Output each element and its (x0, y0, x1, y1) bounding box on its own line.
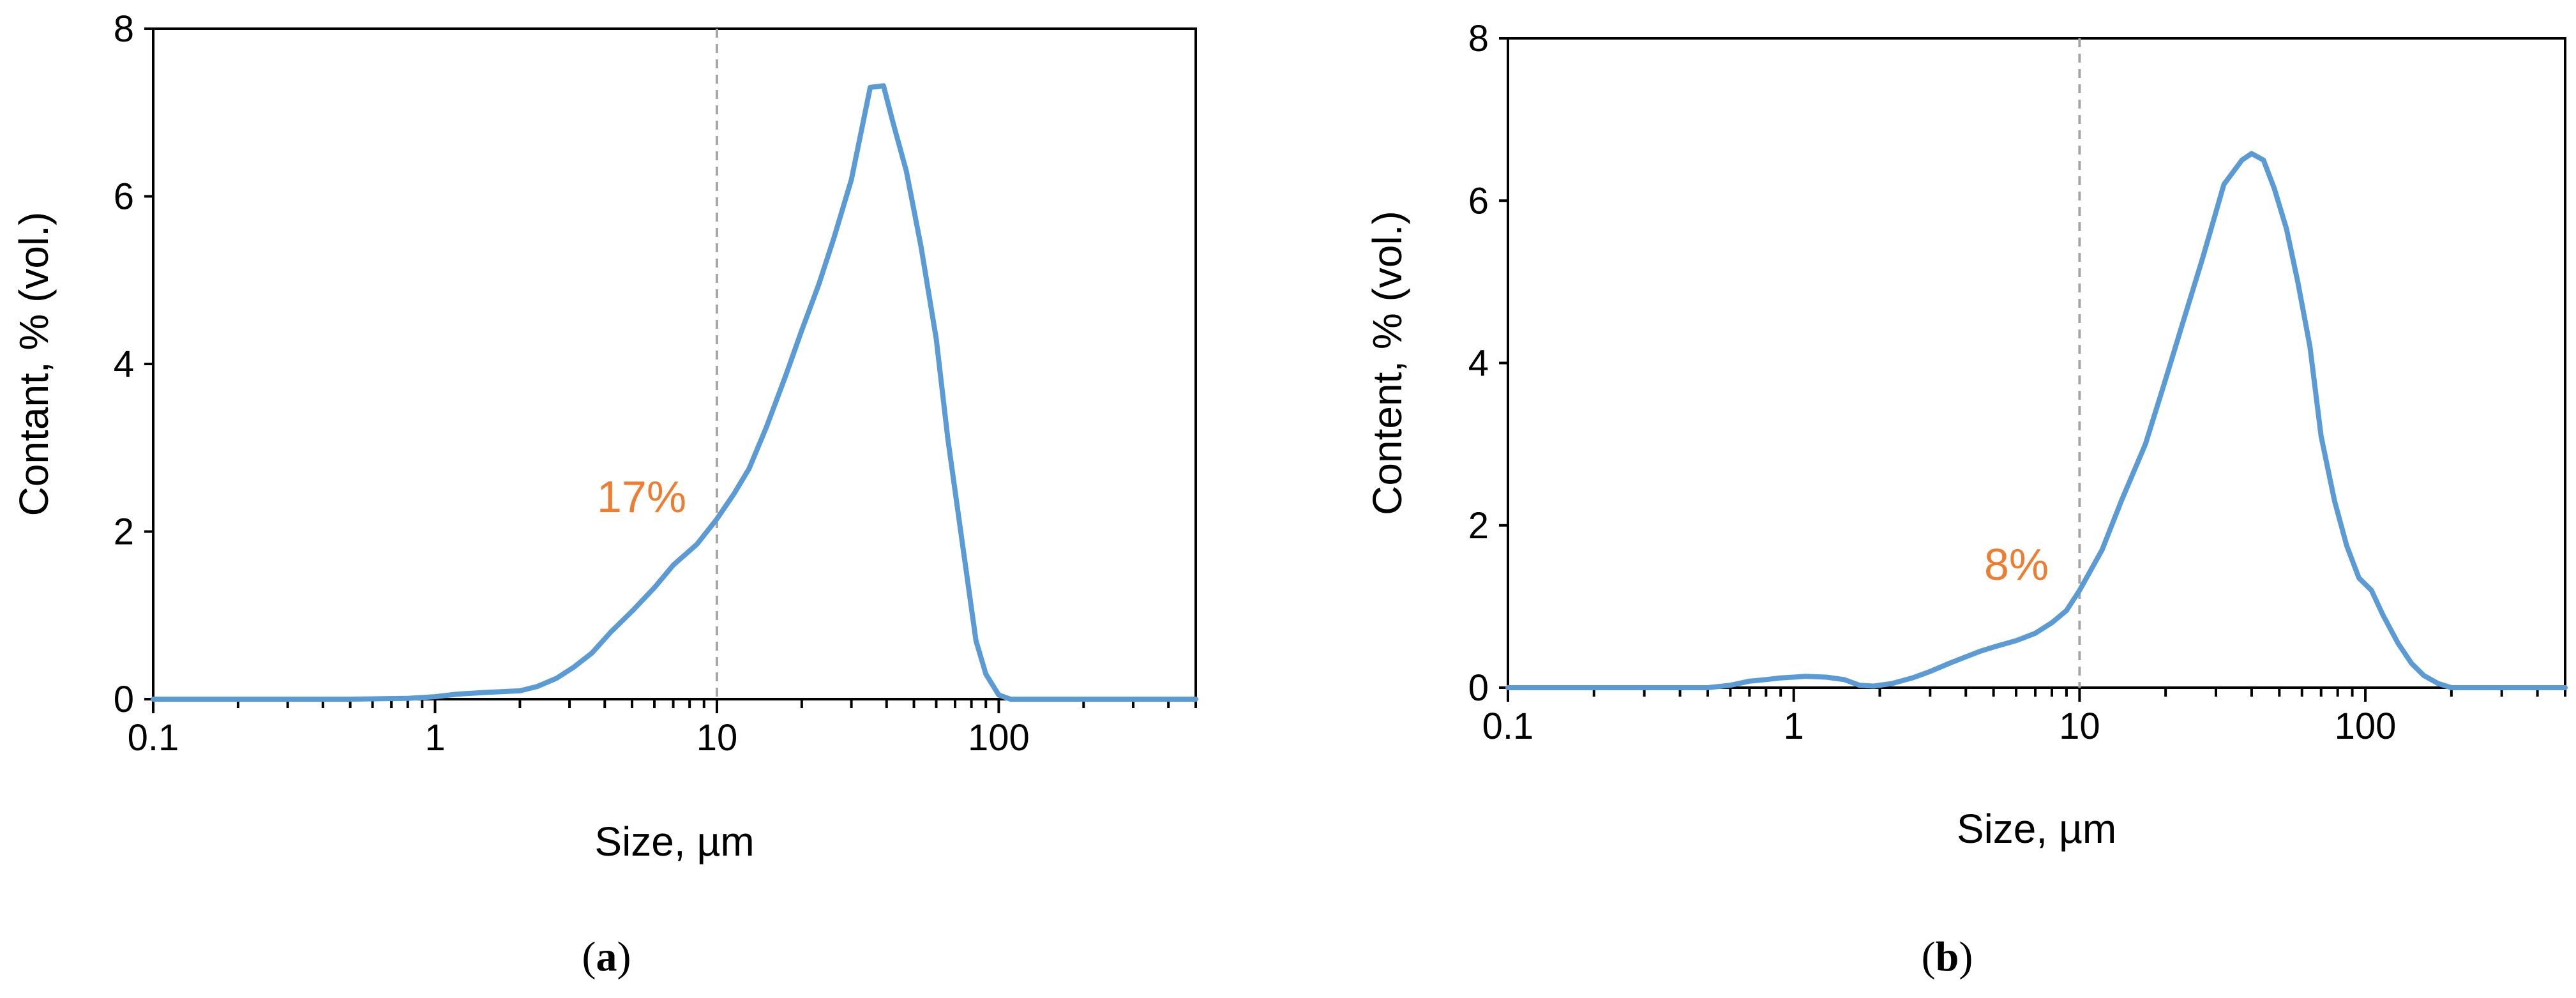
y-tick-label: 6 (114, 176, 134, 218)
x-axis-title: Size, µm (1957, 806, 2116, 852)
plot-frame (152, 27, 1197, 700)
x-tick-label: 100 (2335, 706, 2397, 747)
y-tick-label: 4 (114, 344, 134, 385)
series-line (151, 83, 1198, 702)
y-tick-label: 8 (114, 8, 134, 50)
y-tick-label: 0 (114, 679, 134, 720)
y-tick-label: 2 (114, 511, 134, 553)
annotation-label: 17% (597, 472, 686, 522)
x-tick-label: 0.1 (128, 717, 179, 759)
y-axis-title: Content, % (vol.) (1364, 211, 1410, 515)
y-tick-label: 2 (1468, 505, 1489, 547)
chart-panel-b: 0 2 4 6 8 0.1 1 10 100 8% Size, µm Content, % (vol.… (1364, 18, 2568, 980)
y-tick-label: 0 (1468, 667, 1489, 709)
chart-panel-a: 0 2 4 6 8 0.1 1 10 100 17% Size, µm Contant, % (vol… (11, 8, 1198, 980)
panel-caption: (a) (582, 934, 631, 980)
y-tick-label: 4 (1468, 343, 1489, 384)
x-tick-label: 100 (968, 717, 1030, 759)
x-tick-label: 1 (1784, 706, 1804, 747)
x-tick-label: 10 (2059, 706, 2100, 747)
panel-caption: (b) (1922, 934, 1973, 980)
x-tick-label: 10 (697, 717, 738, 759)
y-tick-label: 6 (1468, 180, 1489, 222)
y-tick-label: 8 (1468, 18, 1489, 59)
plot-frame (1507, 37, 2566, 689)
series-line (1505, 151, 2568, 690)
annotation-label: 8% (1984, 540, 2049, 589)
x-tick-label: 1 (425, 717, 445, 759)
x-tick-label: 0.1 (1482, 706, 1534, 747)
y-axis-title: Contant, % (vol.) (11, 212, 57, 517)
x-axis-title: Size, µm (594, 819, 754, 865)
